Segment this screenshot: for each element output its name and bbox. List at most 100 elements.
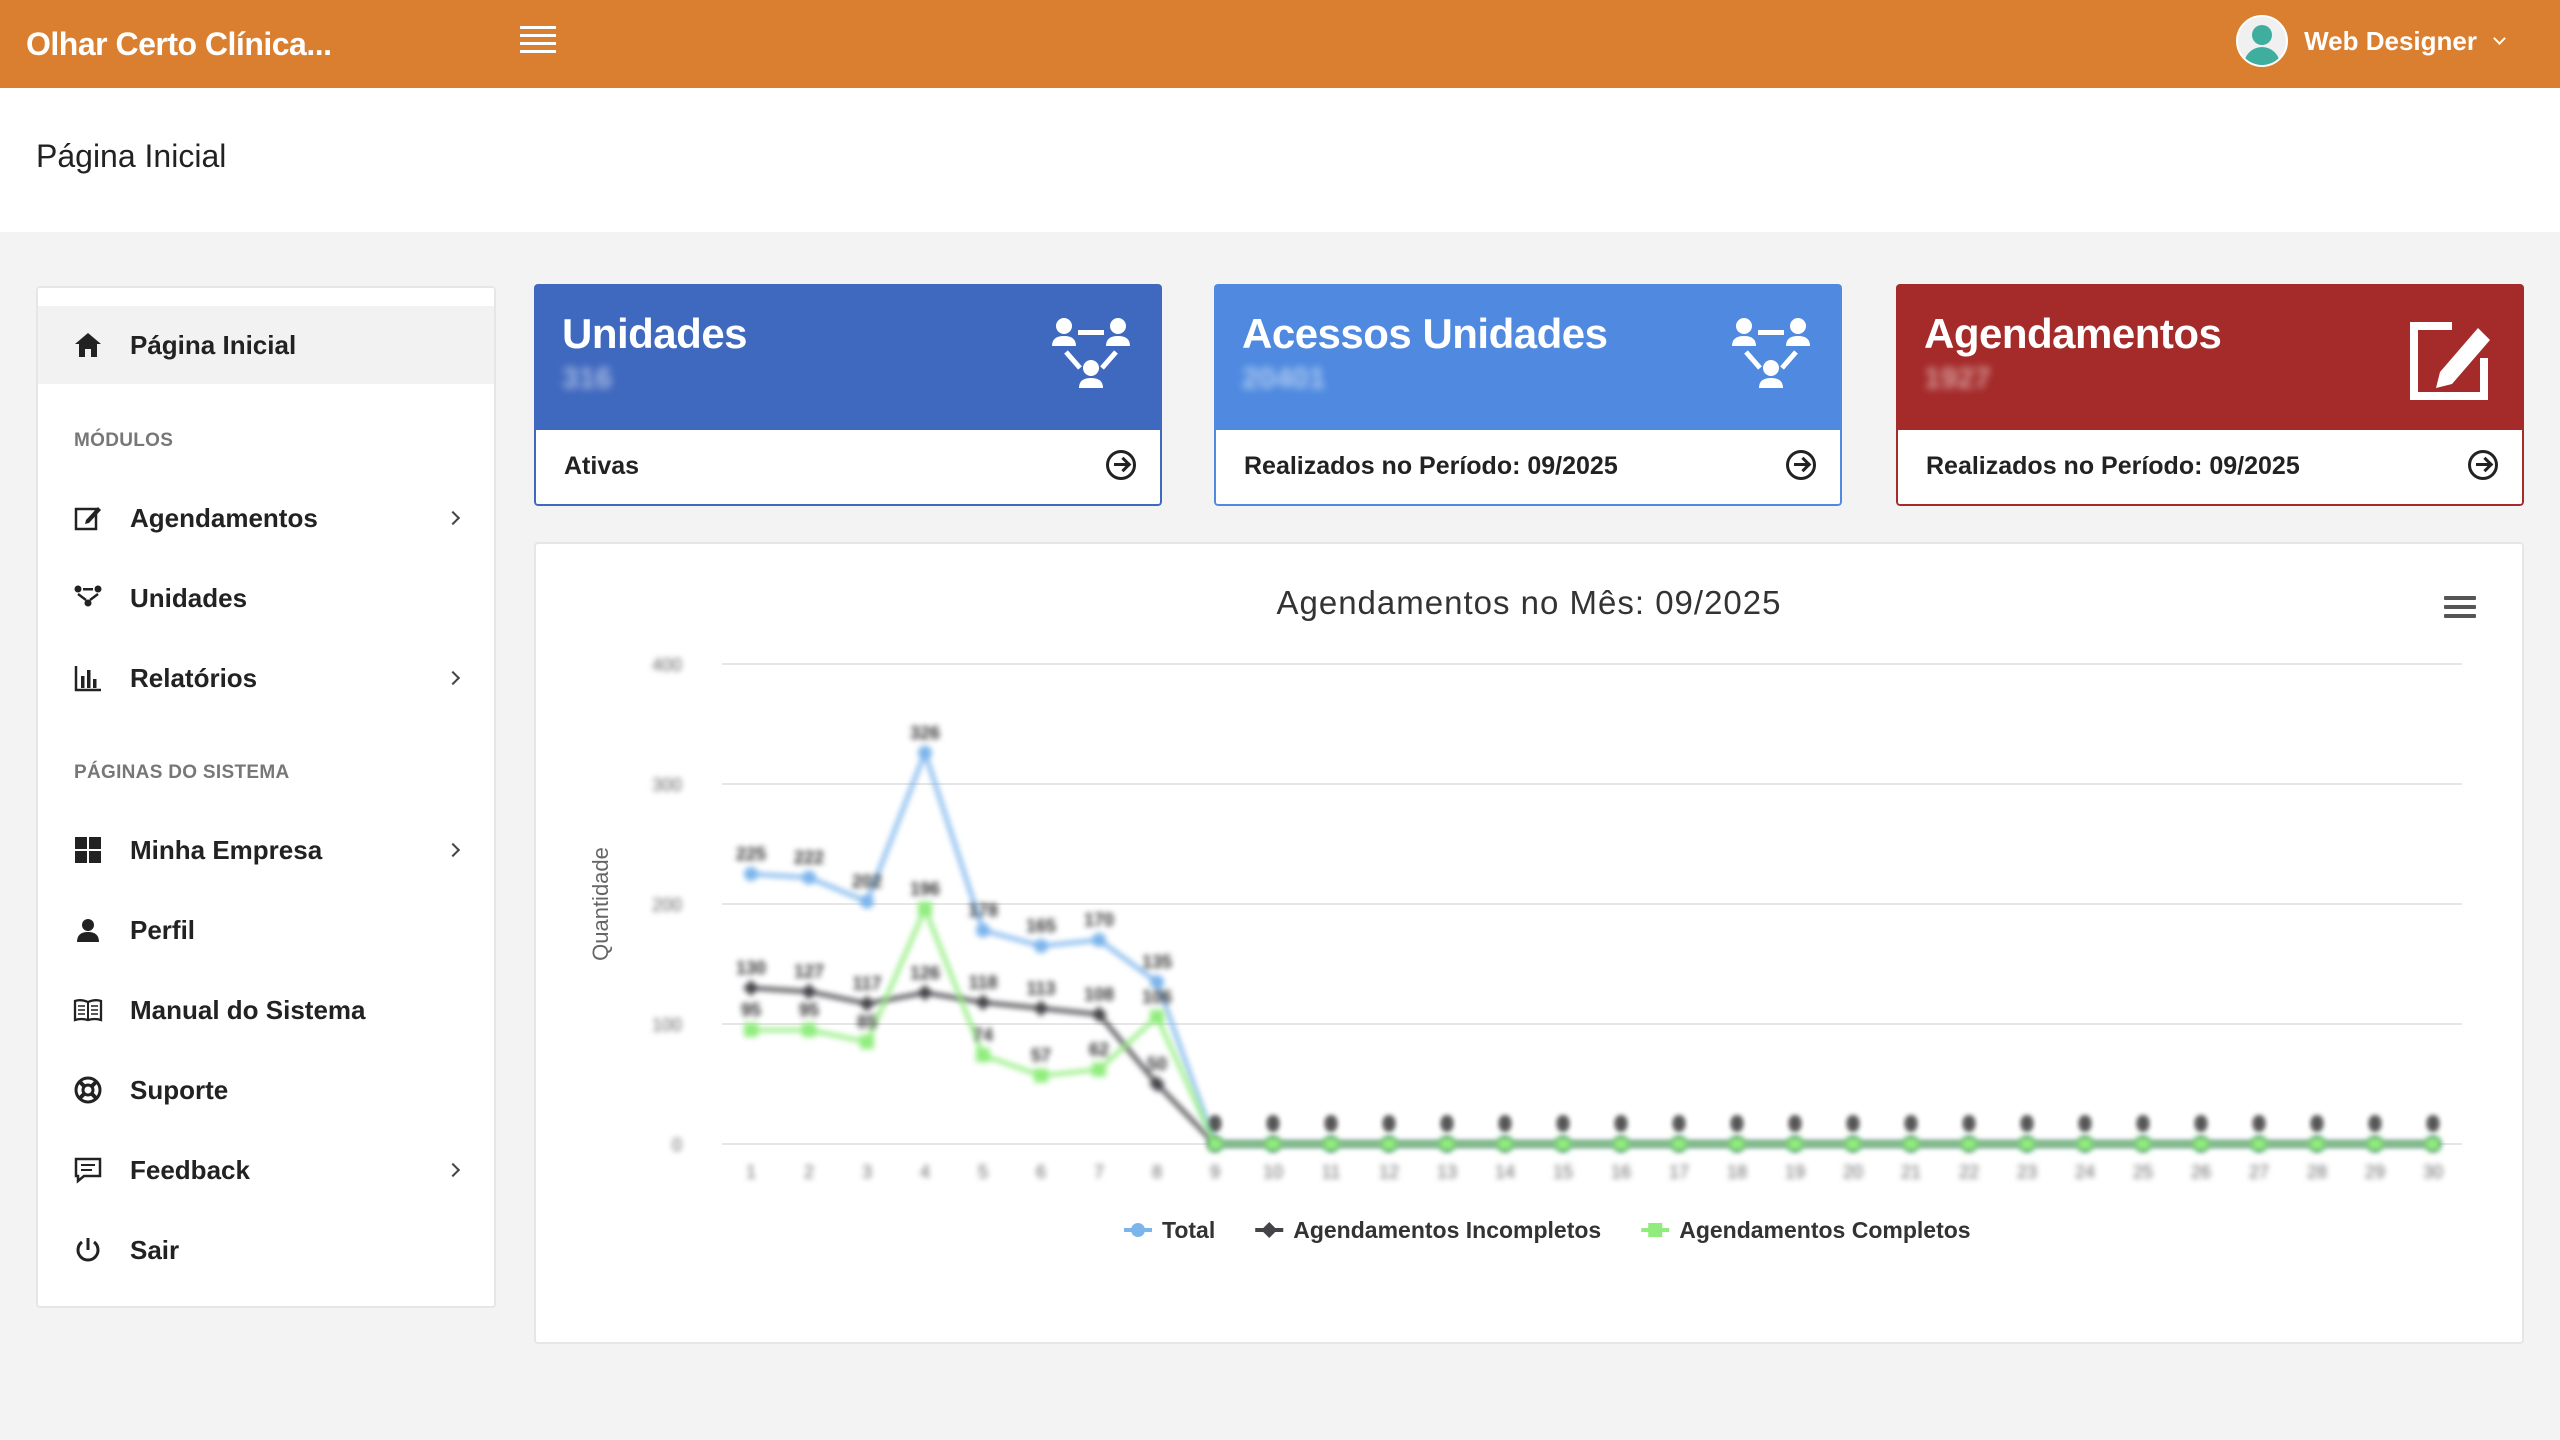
sidebar-item-agendamentos[interactable]: Agendamentos: [38, 488, 494, 548]
arrow-circle-right-icon[interactable]: [1786, 450, 1816, 480]
card-acessos-unidades[interactable]: Acessos Unidades 20401 Realizados no Per…: [1214, 284, 1842, 506]
data-label: 0: [1848, 1114, 1858, 1134]
data-label: 0: [1210, 1114, 1220, 1134]
sidebar-item-suporte[interactable]: Suporte: [38, 1060, 494, 1120]
x-tick-label: 4: [920, 1162, 930, 1182]
series-1: 225 222 202 326 178 165 170 135 0 0 0 0 0 0 0 0 0 0 0 0 0 0 0 0…: [736, 723, 2440, 1151]
data-label: 106: [1142, 987, 1172, 1007]
avatar: [2236, 15, 2289, 67]
sidebar-item-minha-empresa[interactable]: Minha Empresa: [38, 820, 494, 880]
sidebar-item-label: Manual do Sistema: [130, 994, 366, 1025]
y-tick-label: 300: [652, 775, 682, 795]
sidebar-item-home[interactable]: Página Inicial: [38, 306, 494, 384]
data-point: [2252, 1137, 2266, 1151]
data-label: 225: [736, 844, 766, 864]
data-label: 170: [1084, 910, 1114, 930]
data-point: [976, 923, 990, 938]
data-point: [744, 867, 758, 881]
chevron-right-icon: [445, 670, 461, 686]
data-label: 0: [1616, 1114, 1626, 1134]
legend-item[interactable]: Agendamentos Completos: [1641, 1217, 1971, 1243]
data-label: 0: [2428, 1114, 2438, 1134]
data-point: [1034, 1068, 1048, 1083]
data-point: [1962, 1137, 1976, 1151]
data-label: 85: [857, 1012, 877, 1032]
data-label: 178: [968, 900, 998, 920]
chart-title: Agendamentos no Mês: 09/2025: [1276, 584, 1782, 621]
y-axis-label: Quantidade: [588, 847, 613, 961]
legend-label: Total: [1162, 1217, 1215, 1243]
arrow-circle-right-icon[interactable]: [1106, 450, 1136, 480]
data-label: 0: [2254, 1114, 2264, 1134]
card-unidades[interactable]: Unidades 316 Ativas: [534, 284, 1162, 506]
user-icon: [72, 914, 104, 946]
data-point: [1614, 1137, 1628, 1151]
x-tick-label: 27: [2249, 1162, 2269, 1182]
chevron-down-icon: [2493, 31, 2506, 45]
series-line: [750, 746, 2433, 1146]
data-point: [1904, 1137, 1918, 1151]
data-point: [1788, 1137, 1802, 1151]
user-menu[interactable]: Web Designer: [2236, 14, 2506, 68]
x-tick-label: 16: [1611, 1162, 1631, 1182]
data-label: 113: [1026, 978, 1055, 998]
data-label: 0: [1906, 1114, 1916, 1134]
page-title: Página Inicial: [36, 138, 227, 174]
sidebar-item-unidades[interactable]: Unidades: [38, 568, 494, 628]
data-label: 0: [1848, 1114, 1858, 1134]
data-point: [975, 994, 991, 1011]
data-point: [2020, 1137, 2034, 1151]
data-label: 0: [1442, 1114, 1452, 1134]
sidebar-item-sair[interactable]: Sair: [38, 1220, 494, 1280]
data-label: 0: [1558, 1114, 1568, 1134]
data-label: 0: [1268, 1114, 1278, 1134]
card-footer: Ativas: [534, 430, 1162, 506]
sidebar-item-relatorios[interactable]: Relatórios: [38, 648, 494, 708]
chevron-right-icon: [445, 1162, 461, 1178]
sidebar-item-manual[interactable]: Manual do Sistema: [38, 980, 494, 1040]
data-point: [1382, 1137, 1396, 1151]
y-tick-label: 0: [672, 1135, 682, 1155]
y-tick-label: 200: [652, 895, 682, 915]
data-point: [918, 745, 932, 760]
arrow-circle-right-icon[interactable]: [2468, 450, 2498, 480]
sidebar-item-perfil[interactable]: Perfil: [38, 900, 494, 960]
data-point: [860, 1035, 874, 1049]
chevron-right-icon: [445, 842, 461, 858]
x-tick-label: 7: [1094, 1162, 1104, 1182]
data-label: 0: [1210, 1114, 1220, 1134]
data-point: [1150, 1009, 1164, 1024]
data-point: [2426, 1137, 2440, 1151]
chart-menu-icon[interactable]: [2444, 596, 2476, 622]
card-value: 316: [562, 362, 613, 395]
data-label: 0: [2138, 1114, 2148, 1134]
network-icon: [1730, 316, 1812, 397]
app-title[interactable]: Olhar Certo Clínica...: [26, 26, 332, 62]
menu-toggle-icon[interactable]: [520, 26, 556, 56]
data-point: [860, 894, 874, 909]
card-header: Agendamentos 1927: [1896, 284, 2524, 430]
data-label: 0: [1558, 1114, 1568, 1134]
data-label: 0: [1268, 1114, 1278, 1134]
chevron-right-icon: [445, 510, 461, 526]
sidebar-item-feedback[interactable]: Feedback: [38, 1140, 494, 1200]
sidebar-section-system-pages: PÁGINAS DO SISTEMA: [74, 762, 290, 783]
data-label: 0: [1790, 1114, 1800, 1134]
x-tick-label: 26: [2191, 1162, 2211, 1182]
legend-item[interactable]: Total: [1124, 1217, 1215, 1243]
data-point: [1208, 1137, 1222, 1151]
x-tick-label: 25: [2133, 1162, 2153, 1182]
data-label: 0: [2138, 1114, 2148, 1134]
data-label: 0: [2196, 1114, 2206, 1134]
data-label: 108: [1084, 984, 1114, 1004]
data-label: 0: [1326, 1114, 1336, 1134]
legend-item[interactable]: Agendamentos Incompletos: [1255, 1217, 1601, 1243]
sidebar-item-label: Unidades: [130, 582, 248, 613]
data-label: 0: [2428, 1114, 2438, 1134]
data-label: 0: [2022, 1114, 2032, 1134]
card-agendamentos[interactable]: Agendamentos 1927 Realizados no Período:…: [1896, 284, 2524, 506]
data-point: [1091, 1006, 1107, 1023]
book-icon: [72, 994, 104, 1026]
sidebar-item-label: Perfil: [130, 914, 196, 945]
data-label: 0: [2138, 1114, 2148, 1134]
